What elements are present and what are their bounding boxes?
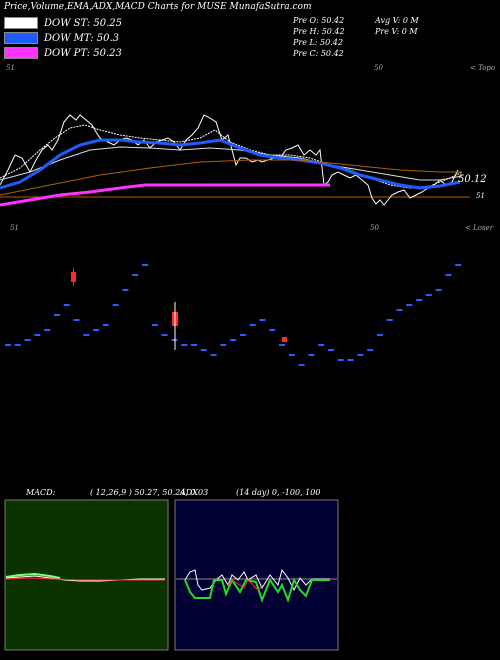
candle-red-3 (282, 337, 287, 342)
macd-histogram (5, 572, 61, 579)
adx-params: (14 day) 0, -100, 100 (236, 488, 321, 497)
pre-volume: Pre V: 0 M (375, 27, 418, 36)
loser-label: < Loser (465, 224, 494, 232)
ema-grey-line (0, 146, 463, 181)
ema-brown-line (0, 159, 462, 196)
macd-signal-line (5, 577, 165, 581)
tick-label-50-a: 50 (374, 64, 383, 72)
page-title: Price,Volume,EMA,ADX,MACD Charts for MUS… (4, 2, 312, 12)
tick-label-51-a: 51 (6, 64, 15, 72)
topo-label: < Topo (470, 64, 496, 72)
macd-params: ( 12,26,9 ) 50.27, 50.24, 0.03 (90, 488, 209, 497)
legend-swatch-st (4, 17, 38, 29)
adx-line (227, 579, 265, 591)
dow-mt-line (0, 138, 461, 190)
macd-label: MACD: (26, 488, 56, 497)
last-price-label: 50.12 (458, 174, 487, 185)
dow-pt-line (0, 183, 330, 207)
adx-minus-line (184, 577, 330, 604)
price-bars (5, 264, 462, 366)
tick-label-50-b: 50 (370, 224, 379, 232)
pre-close: Pre C: 50.42 (293, 49, 344, 58)
legend-swatch-pt (4, 47, 38, 59)
price-line (0, 114, 459, 206)
pre-high: Pre H: 50.42 (293, 27, 345, 36)
avg-volume: Avg V: 0 M (375, 16, 419, 25)
legend-label-pt: DOW PT: 50.23 (44, 47, 122, 59)
dow-st-line (0, 124, 463, 189)
tick-label-51-b: 51 (10, 224, 19, 232)
pre-open: Pre O: 50.42 (293, 16, 345, 25)
price-info-left: Pre O: 50.42 Pre H: 50.42 Pre L: 50.42 P… (293, 15, 345, 59)
adx-label: ADX (180, 488, 198, 497)
legend-dow-st: DOW ST: 50.25 (4, 17, 122, 29)
legend-swatch-mt (4, 32, 38, 44)
level-label: 51 (476, 192, 485, 200)
pre-low: Pre L: 50.42 (293, 38, 343, 47)
legend-label-st: DOW ST: 50.25 (44, 17, 123, 29)
adx-plus-line (184, 568, 330, 592)
legend-label-mt: DOW MT: 50.3 (44, 32, 120, 44)
legend-dow-pt: DOW PT: 50.23 (4, 47, 122, 59)
legend-dow-mt: DOW MT: 50.3 (4, 32, 119, 44)
price-info-right: Avg V: 0 M Pre V: 0 M (375, 15, 419, 37)
